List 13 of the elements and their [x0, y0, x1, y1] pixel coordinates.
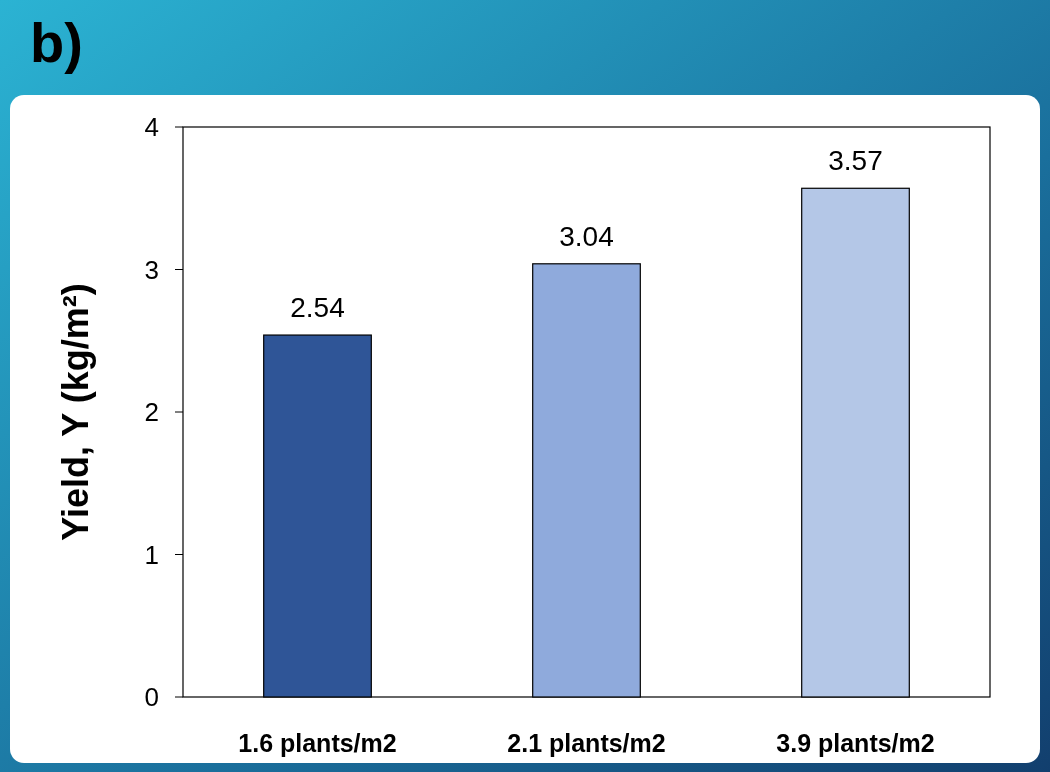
- y-tick-label: 3: [144, 254, 159, 285]
- data-label: 3.04: [559, 220, 614, 252]
- y-tick-label: 1: [144, 539, 159, 570]
- x-tick-label: 3.9 plants/m2: [776, 729, 935, 757]
- x-tick-label: 2.1 plants/m2: [507, 729, 666, 757]
- x-tick-label: 1.6 plants/m2: [238, 729, 397, 757]
- y-axis-title: Yield, Y (kg/m²): [55, 283, 96, 541]
- y-tick-label: 4: [144, 112, 159, 143]
- y-tick-label: 0: [144, 682, 159, 713]
- data-label: 3.57: [828, 145, 883, 177]
- chart-title: b): [30, 11, 83, 74]
- data-label: 2.54: [290, 292, 345, 324]
- y-tick-label: 2: [144, 397, 159, 428]
